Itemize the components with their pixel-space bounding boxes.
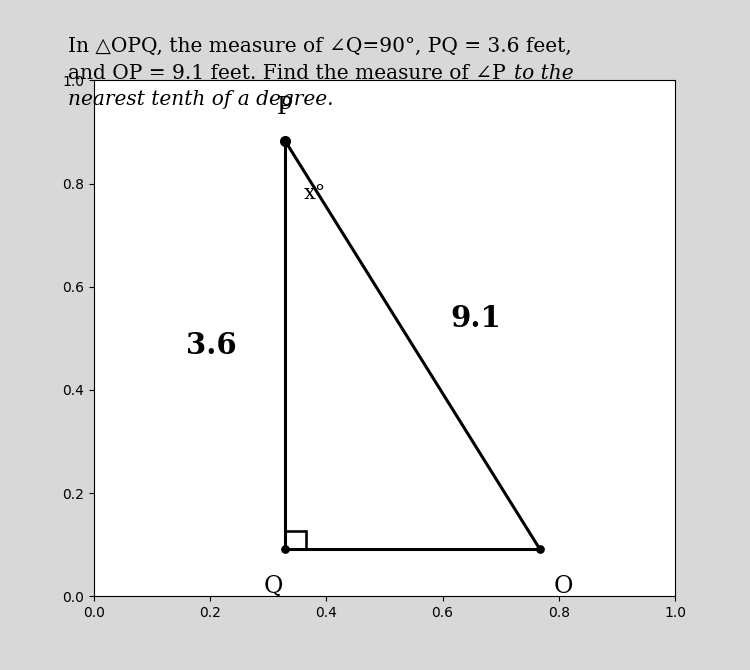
Text: to the: to the — [514, 64, 573, 82]
Text: O: O — [554, 575, 573, 598]
Text: 9.1: 9.1 — [450, 304, 501, 333]
Text: and OP = 9.1 feet. Find the measure of ∠P: and OP = 9.1 feet. Find the measure of ∠… — [68, 64, 512, 82]
Text: nearest tenth of a degree.: nearest tenth of a degree. — [68, 90, 333, 109]
Text: x°: x° — [304, 184, 326, 203]
Text: P: P — [277, 96, 293, 119]
Text: 3.6: 3.6 — [185, 330, 236, 360]
Text: In △OPQ, the measure of ∠Q=90°, PQ = 3.6 feet,: In △OPQ, the measure of ∠Q=90°, PQ = 3.6… — [68, 37, 572, 56]
Text: Q: Q — [264, 575, 284, 598]
